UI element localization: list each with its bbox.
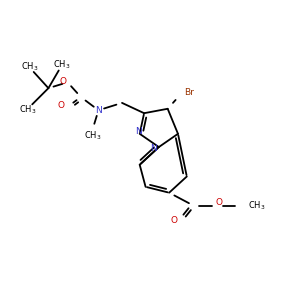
- Text: CH$_3$: CH$_3$: [53, 59, 70, 71]
- Text: N: N: [135, 127, 142, 136]
- Text: CH$_3$: CH$_3$: [248, 200, 266, 212]
- Text: Br: Br: [184, 88, 194, 97]
- Text: O: O: [59, 77, 66, 86]
- Text: CH$_3$: CH$_3$: [84, 130, 101, 142]
- Text: N: N: [95, 106, 102, 115]
- Text: N: N: [150, 144, 157, 153]
- Text: CH$_3$: CH$_3$: [20, 60, 38, 73]
- Text: O: O: [58, 101, 64, 110]
- Text: O: O: [216, 198, 223, 207]
- Text: O: O: [171, 216, 178, 225]
- Text: CH$_3$: CH$_3$: [19, 103, 37, 116]
